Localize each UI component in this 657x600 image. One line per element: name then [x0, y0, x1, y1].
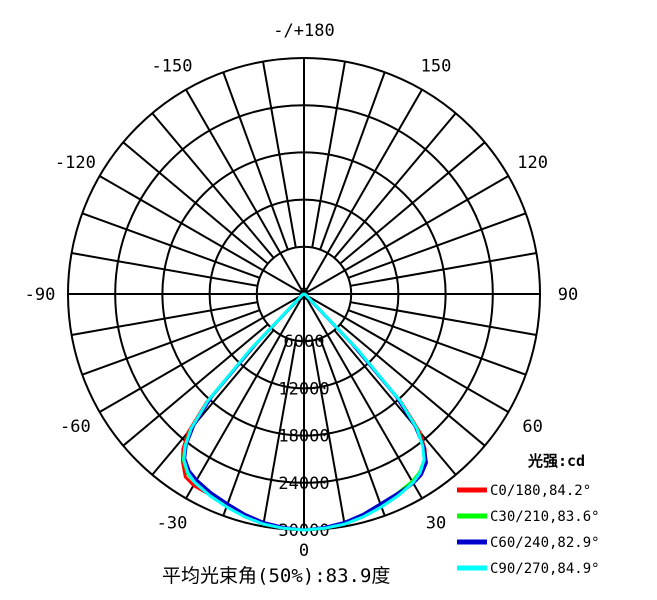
- angle-label-30: 30: [426, 514, 446, 534]
- grid-spoke-20: [319, 338, 386, 517]
- angle-label-90: 90: [558, 285, 578, 305]
- legend-entry-3: C90/270,84.9°: [490, 561, 600, 577]
- grid-spoke-260: [71, 252, 258, 287]
- grid-spoke-240: [99, 175, 305, 295]
- legend: 光强:cd C0/180,84.2° C30/210,83.6° C60/240,8…: [457, 452, 600, 577]
- grid-spoke-170: [311, 61, 346, 248]
- angle-label--+180: -/+180: [273, 21, 334, 41]
- grid-spoke-60: [303, 293, 509, 413]
- legend-entry-1: C30/210,83.6°: [490, 509, 600, 525]
- grid-spoke-340: [222, 338, 289, 517]
- grid-spoke-320: [151, 329, 275, 476]
- angle-label-120: 120: [517, 153, 548, 173]
- grid-spoke-120: [303, 175, 509, 295]
- grid-spoke-200: [222, 71, 289, 250]
- angle-label--90: -90: [25, 285, 56, 305]
- angle-label--30: -30: [157, 514, 188, 534]
- grid-spoke-210: [185, 89, 305, 295]
- grid-spoke-70: [348, 309, 527, 376]
- angle-label-60: 60: [522, 417, 542, 437]
- grid-spoke-40: [333, 329, 457, 476]
- grid-spoke-110: [348, 212, 527, 279]
- grid-spoke-290: [81, 309, 260, 376]
- grid-spoke-30: [303, 293, 423, 499]
- angle-label--120: -120: [55, 153, 96, 173]
- angle-label-150: 150: [421, 56, 452, 76]
- average-beam-angle: 平均光束角(50%):83.9度: [162, 565, 390, 587]
- grid-spoke-80: [350, 301, 537, 336]
- grid-spoke-350: [262, 340, 297, 527]
- radial-tick-6000: 6000: [284, 332, 325, 352]
- radial-tick-12000: 12000: [278, 379, 329, 399]
- angle-labels: -/+180 -150 150 -120 120 -90 90 -60 60 -30 30 0: [25, 21, 579, 561]
- angle-label--60: -60: [60, 417, 91, 437]
- angle-label--150: -150: [152, 56, 193, 76]
- legend-title: 光强:cd: [527, 452, 585, 470]
- grid-spoke-130: [339, 141, 486, 265]
- polar-grid: [67, 57, 541, 531]
- grid-spoke-10: [311, 340, 346, 527]
- grid-spoke-160: [319, 71, 386, 250]
- grid-spoke-100: [350, 252, 537, 287]
- grid-spoke-230: [122, 141, 269, 265]
- grid-spoke-250: [81, 212, 260, 279]
- grid-spoke-280: [71, 301, 258, 336]
- legend-entry-0: C0/180,84.2°: [490, 483, 591, 499]
- intensity-curves: [180, 292, 428, 532]
- grid-spoke-50: [339, 323, 486, 447]
- grid-spoke-190: [262, 61, 297, 248]
- curve-c90-270: [182, 292, 426, 532]
- grid-spoke-220: [151, 112, 275, 259]
- radial-tick-24000: 24000: [278, 474, 329, 494]
- grid-spoke-310: [122, 323, 269, 447]
- grid-spoke-140: [333, 112, 457, 259]
- curve-c60-240: [183, 292, 428, 532]
- legend-entry-2: C60/240,82.9°: [490, 535, 600, 551]
- grid-spoke-300: [99, 293, 305, 413]
- radial-tick-18000: 18000: [278, 427, 329, 447]
- grid-spoke-150: [303, 89, 423, 295]
- angle-label-0: 0: [299, 541, 309, 561]
- grid-spoke-330: [185, 293, 305, 499]
